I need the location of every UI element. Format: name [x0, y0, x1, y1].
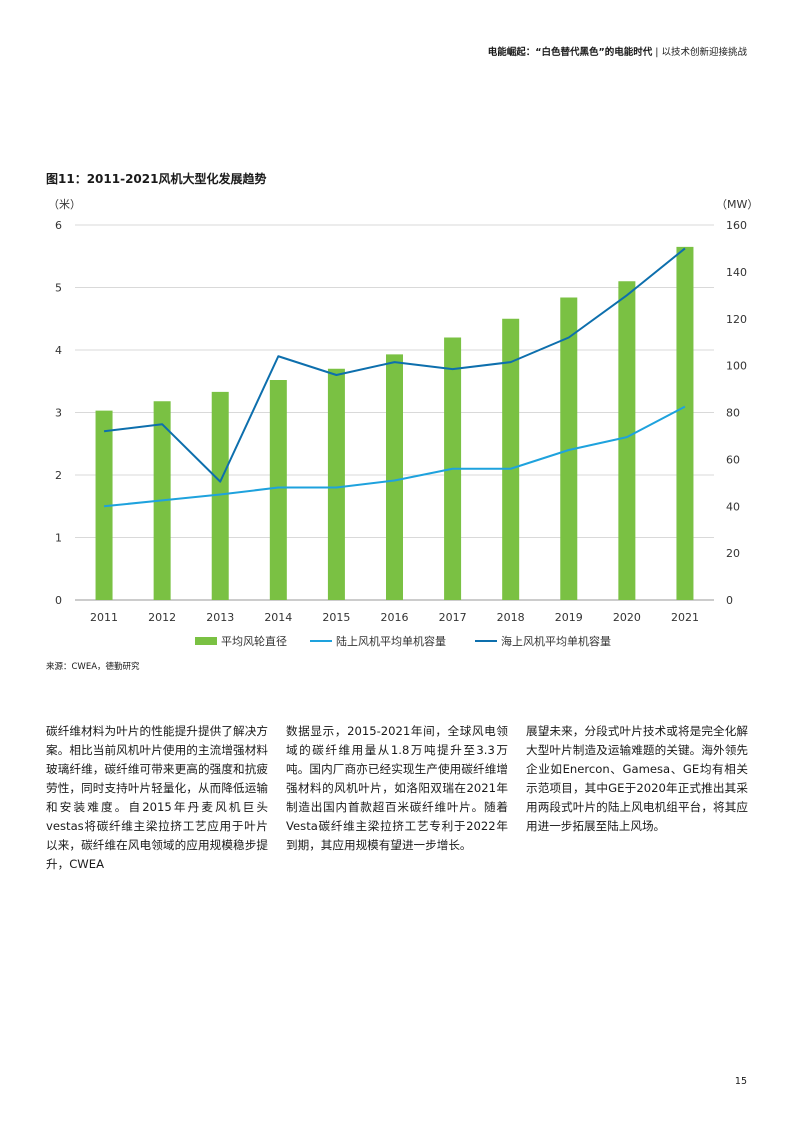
legend-label: 海上风机平均单机容量	[501, 634, 611, 648]
x-tick-label: 2019	[555, 611, 583, 624]
bar	[211, 391, 229, 600]
y-right-tick-label: 100	[726, 360, 747, 373]
x-tick-label: 2011	[90, 611, 118, 624]
x-tick-label: 2021	[671, 611, 699, 624]
y-left-unit: （米）	[48, 198, 81, 211]
y-left-tick-label: 3	[55, 407, 62, 420]
legend-swatch	[195, 637, 217, 645]
y-right-tick-label: 120	[726, 313, 747, 326]
header-title: 电能崛起：“白色替代黑色”的电能时代	[487, 47, 653, 58]
running-header: 电能崛起：“白色替代黑色”的电能时代 | 以技术创新迎接挑战	[488, 44, 747, 58]
legend-label: 陆上风机平均单机容量	[336, 634, 446, 648]
y-left-tick-label: 1	[55, 532, 62, 545]
y-left-tick-label: 5	[55, 282, 62, 295]
y-left-tick-label: 0	[55, 594, 62, 607]
legend-label: 平均风轮直径	[221, 634, 287, 648]
y-right-tick-label: 60	[726, 453, 740, 466]
x-tick-label: 2018	[497, 611, 525, 624]
bar	[676, 246, 694, 600]
body-column-1: 碳纤维材料为叶片的性能提升提供了解决方案。相比当前风机叶片使用的主流增强材料玻璃…	[46, 724, 268, 871]
y-right-tick-label: 140	[726, 266, 747, 279]
x-tick-label: 2015	[322, 611, 350, 624]
y-right-tick-label: 0	[726, 594, 733, 607]
y-right-tick-label: 20	[726, 547, 740, 560]
y-right-tick-label: 40	[726, 500, 740, 513]
bar	[618, 281, 636, 600]
body-column-2: 数据显示，2015-2021年间，全球风电领域的碳纤维用量从1.8万吨提升至3.…	[286, 724, 508, 852]
figure-source: 来源：CWEA，德勤研究	[46, 662, 140, 672]
bar	[386, 354, 403, 600]
offshore-capacity-line	[103, 247, 686, 483]
y-right-tick-label: 80	[726, 407, 740, 420]
x-tick-label: 2017	[439, 611, 467, 624]
body-column-3: 展望未来，分段式叶片技术或将是完全化解大型叶片制造及运输难题的关键。海外领先企业…	[526, 724, 748, 833]
header-subtitle: 以技术创新迎接挑战	[661, 47, 747, 58]
figure-title: 图11：2011-2021风机大型化发展趋势	[46, 172, 267, 186]
bar	[327, 368, 345, 600]
onshore-capacity-line	[103, 405, 686, 508]
y-right-unit: （MW）	[716, 198, 758, 211]
header-separator: |	[655, 47, 659, 58]
x-tick-label: 2016	[381, 611, 409, 624]
bar	[560, 297, 578, 600]
bar	[502, 318, 520, 600]
bar	[269, 380, 287, 600]
y-left-tick-label: 4	[55, 344, 62, 357]
x-tick-label: 2014	[264, 611, 292, 624]
x-tick-label: 2013	[206, 611, 234, 624]
y-right-tick-label: 160	[726, 219, 747, 232]
y-left-tick-label: 2	[55, 469, 62, 482]
page-number: 15	[734, 1076, 747, 1087]
x-tick-label: 2012	[148, 611, 176, 624]
y-left-tick-label: 6	[55, 219, 62, 232]
x-tick-label: 2020	[613, 611, 641, 624]
